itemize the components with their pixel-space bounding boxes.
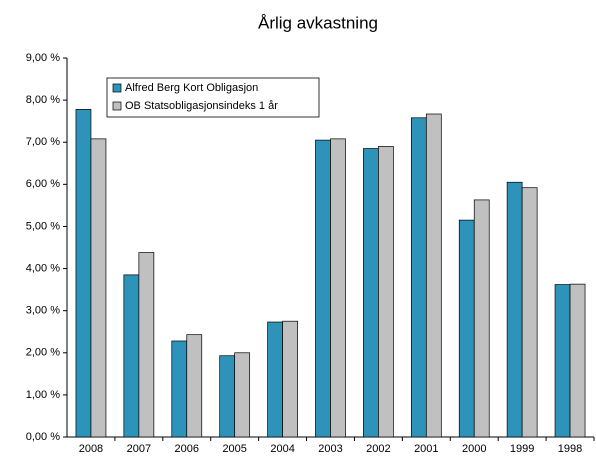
x-tick-label: 2001 bbox=[414, 443, 438, 455]
y-tick-label: 3,00 % bbox=[26, 305, 60, 317]
bar bbox=[90, 138, 107, 438]
x-tick-label: 1998 bbox=[558, 443, 582, 455]
chart-title: Årlig avkastning bbox=[258, 13, 378, 32]
y-tick-label: 9,00 % bbox=[26, 52, 60, 64]
y-tick-label: 1,00 % bbox=[26, 389, 60, 401]
bar bbox=[267, 321, 283, 438]
legend-label: OB Statsobligasjonsindeks 1 år bbox=[125, 100, 278, 112]
x-tick-label: 2000 bbox=[462, 443, 486, 455]
bar bbox=[330, 138, 346, 438]
y-tick-label: 7,00 % bbox=[26, 136, 60, 148]
x-tick-label: 2005 bbox=[222, 443, 246, 455]
y-tick-label: 4,00 % bbox=[26, 262, 60, 274]
x-tick-label: 2007 bbox=[127, 443, 151, 455]
bar bbox=[569, 283, 586, 438]
bar bbox=[123, 274, 140, 438]
x-tick-label: 1999 bbox=[510, 443, 534, 455]
y-tick-label: 0,00 % bbox=[26, 431, 60, 443]
bar bbox=[378, 146, 394, 438]
bar bbox=[138, 252, 155, 438]
bar bbox=[315, 139, 331, 438]
bar bbox=[282, 320, 298, 438]
bar bbox=[410, 117, 427, 438]
y-tick-label: 2,00 % bbox=[26, 347, 60, 359]
bar bbox=[473, 199, 490, 438]
y-tick-label: 6,00 % bbox=[26, 178, 60, 190]
x-tick-label: 2008 bbox=[79, 443, 103, 455]
y-tick-label: 8,00 % bbox=[26, 94, 60, 106]
bar bbox=[363, 148, 379, 438]
bar bbox=[458, 219, 475, 438]
bar bbox=[186, 334, 203, 438]
bar bbox=[75, 109, 92, 438]
x-tick-label: 2003 bbox=[318, 443, 342, 455]
bar bbox=[521, 187, 538, 438]
bar bbox=[506, 181, 523, 438]
legend-swatch bbox=[112, 101, 122, 111]
x-tick-label: 2006 bbox=[175, 443, 199, 455]
x-tick-label: 2002 bbox=[366, 443, 390, 455]
bar bbox=[219, 355, 236, 438]
bar bbox=[425, 113, 442, 438]
bar bbox=[234, 352, 251, 438]
bar bbox=[171, 340, 188, 438]
legend-swatch bbox=[112, 83, 122, 93]
y-tick-label: 5,00 % bbox=[26, 220, 60, 232]
bar bbox=[554, 284, 571, 438]
x-tick-label: 2004 bbox=[270, 443, 294, 455]
legend-box bbox=[106, 77, 320, 118]
legend-label: Alfred Berg Kort Obligasjon bbox=[125, 82, 258, 94]
